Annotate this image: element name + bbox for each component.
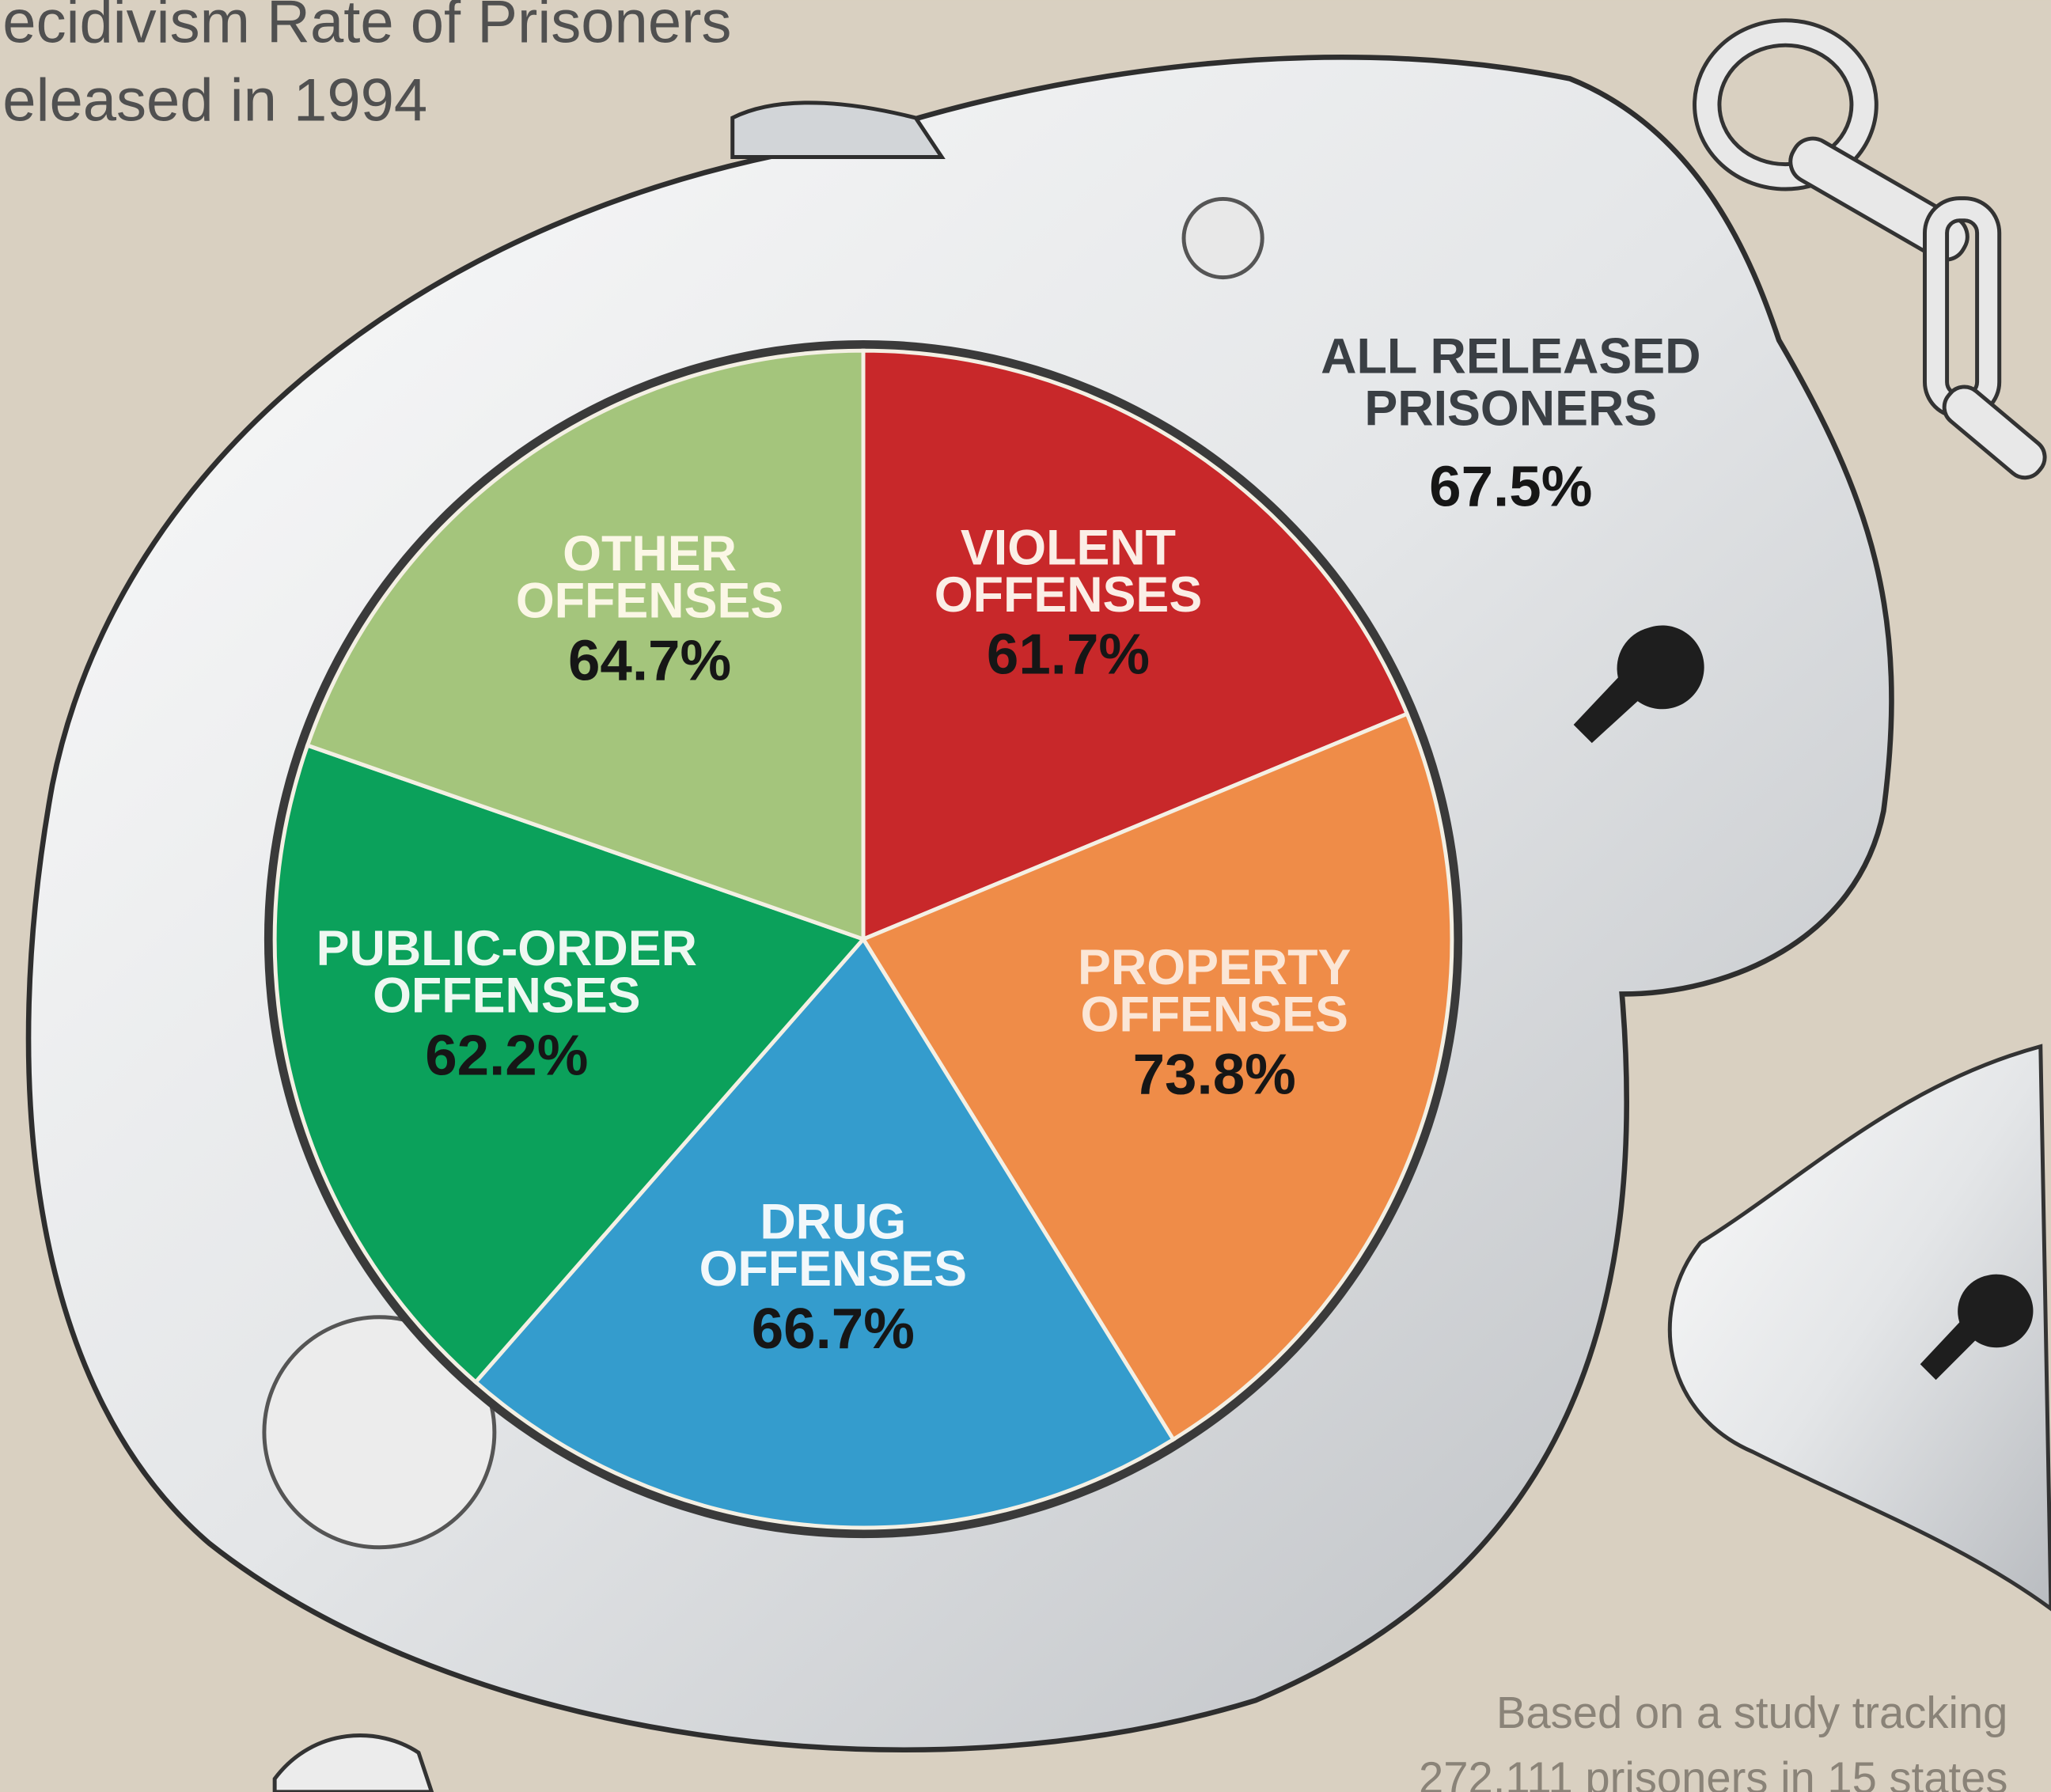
slice-label: DRUG [760,1195,906,1250]
cuff-edge [272,1733,434,1792]
slice-value: 66.7% [752,1297,915,1361]
slice-label: OTHER [563,526,737,582]
slice-value: 73.8% [1133,1042,1296,1106]
chart-title: ecidivism Rate of Prisoners [2,0,731,55]
pie-slice [860,711,1454,1442]
slice-label: PUBLIC-ORDER [317,921,697,976]
slice-label: OFFENSES [373,968,640,1024]
pie-slice [472,935,1177,1530]
keyhole [1573,625,1704,744]
cuff-tooth [730,100,946,160]
rivet [1181,196,1264,280]
slice-label: PROPERTY [1078,940,1351,995]
second-cuff [1667,1044,2051,1612]
chain [1693,18,2047,480]
slice-label: OFFENSES [699,1241,967,1297]
chart-title: eleased in 1994 [2,66,427,134]
rivet [262,1315,497,1550]
footnote: 272,111 prisoners in 15 states [1419,1752,2007,1792]
slice-value: 62.2% [425,1023,588,1087]
keyhole [1920,1274,2034,1381]
pie [272,348,1454,1530]
slice-value: 64.7% [568,628,731,692]
labels: ecidivism Rate of Prisoners eleased in 19… [2,0,2007,1792]
overall-label: ALL RELEASED [1321,328,1700,384]
pie-slice [272,742,867,1385]
slice-label: OFFENSES [1080,987,1348,1043]
pie-slice [305,348,866,942]
slice-label: VIOLENT [961,521,1176,576]
footnote: Based on a study tracking [1496,1688,2008,1737]
slice-value: 61.7% [987,623,1150,687]
overall-value: 67.5% [1429,454,1592,518]
slice-label: OFFENSES [516,574,783,629]
overall-label: PRISONERS [1364,381,1657,436]
pie-slice [861,348,1410,942]
slice-label: OFFENSES [935,567,1202,623]
